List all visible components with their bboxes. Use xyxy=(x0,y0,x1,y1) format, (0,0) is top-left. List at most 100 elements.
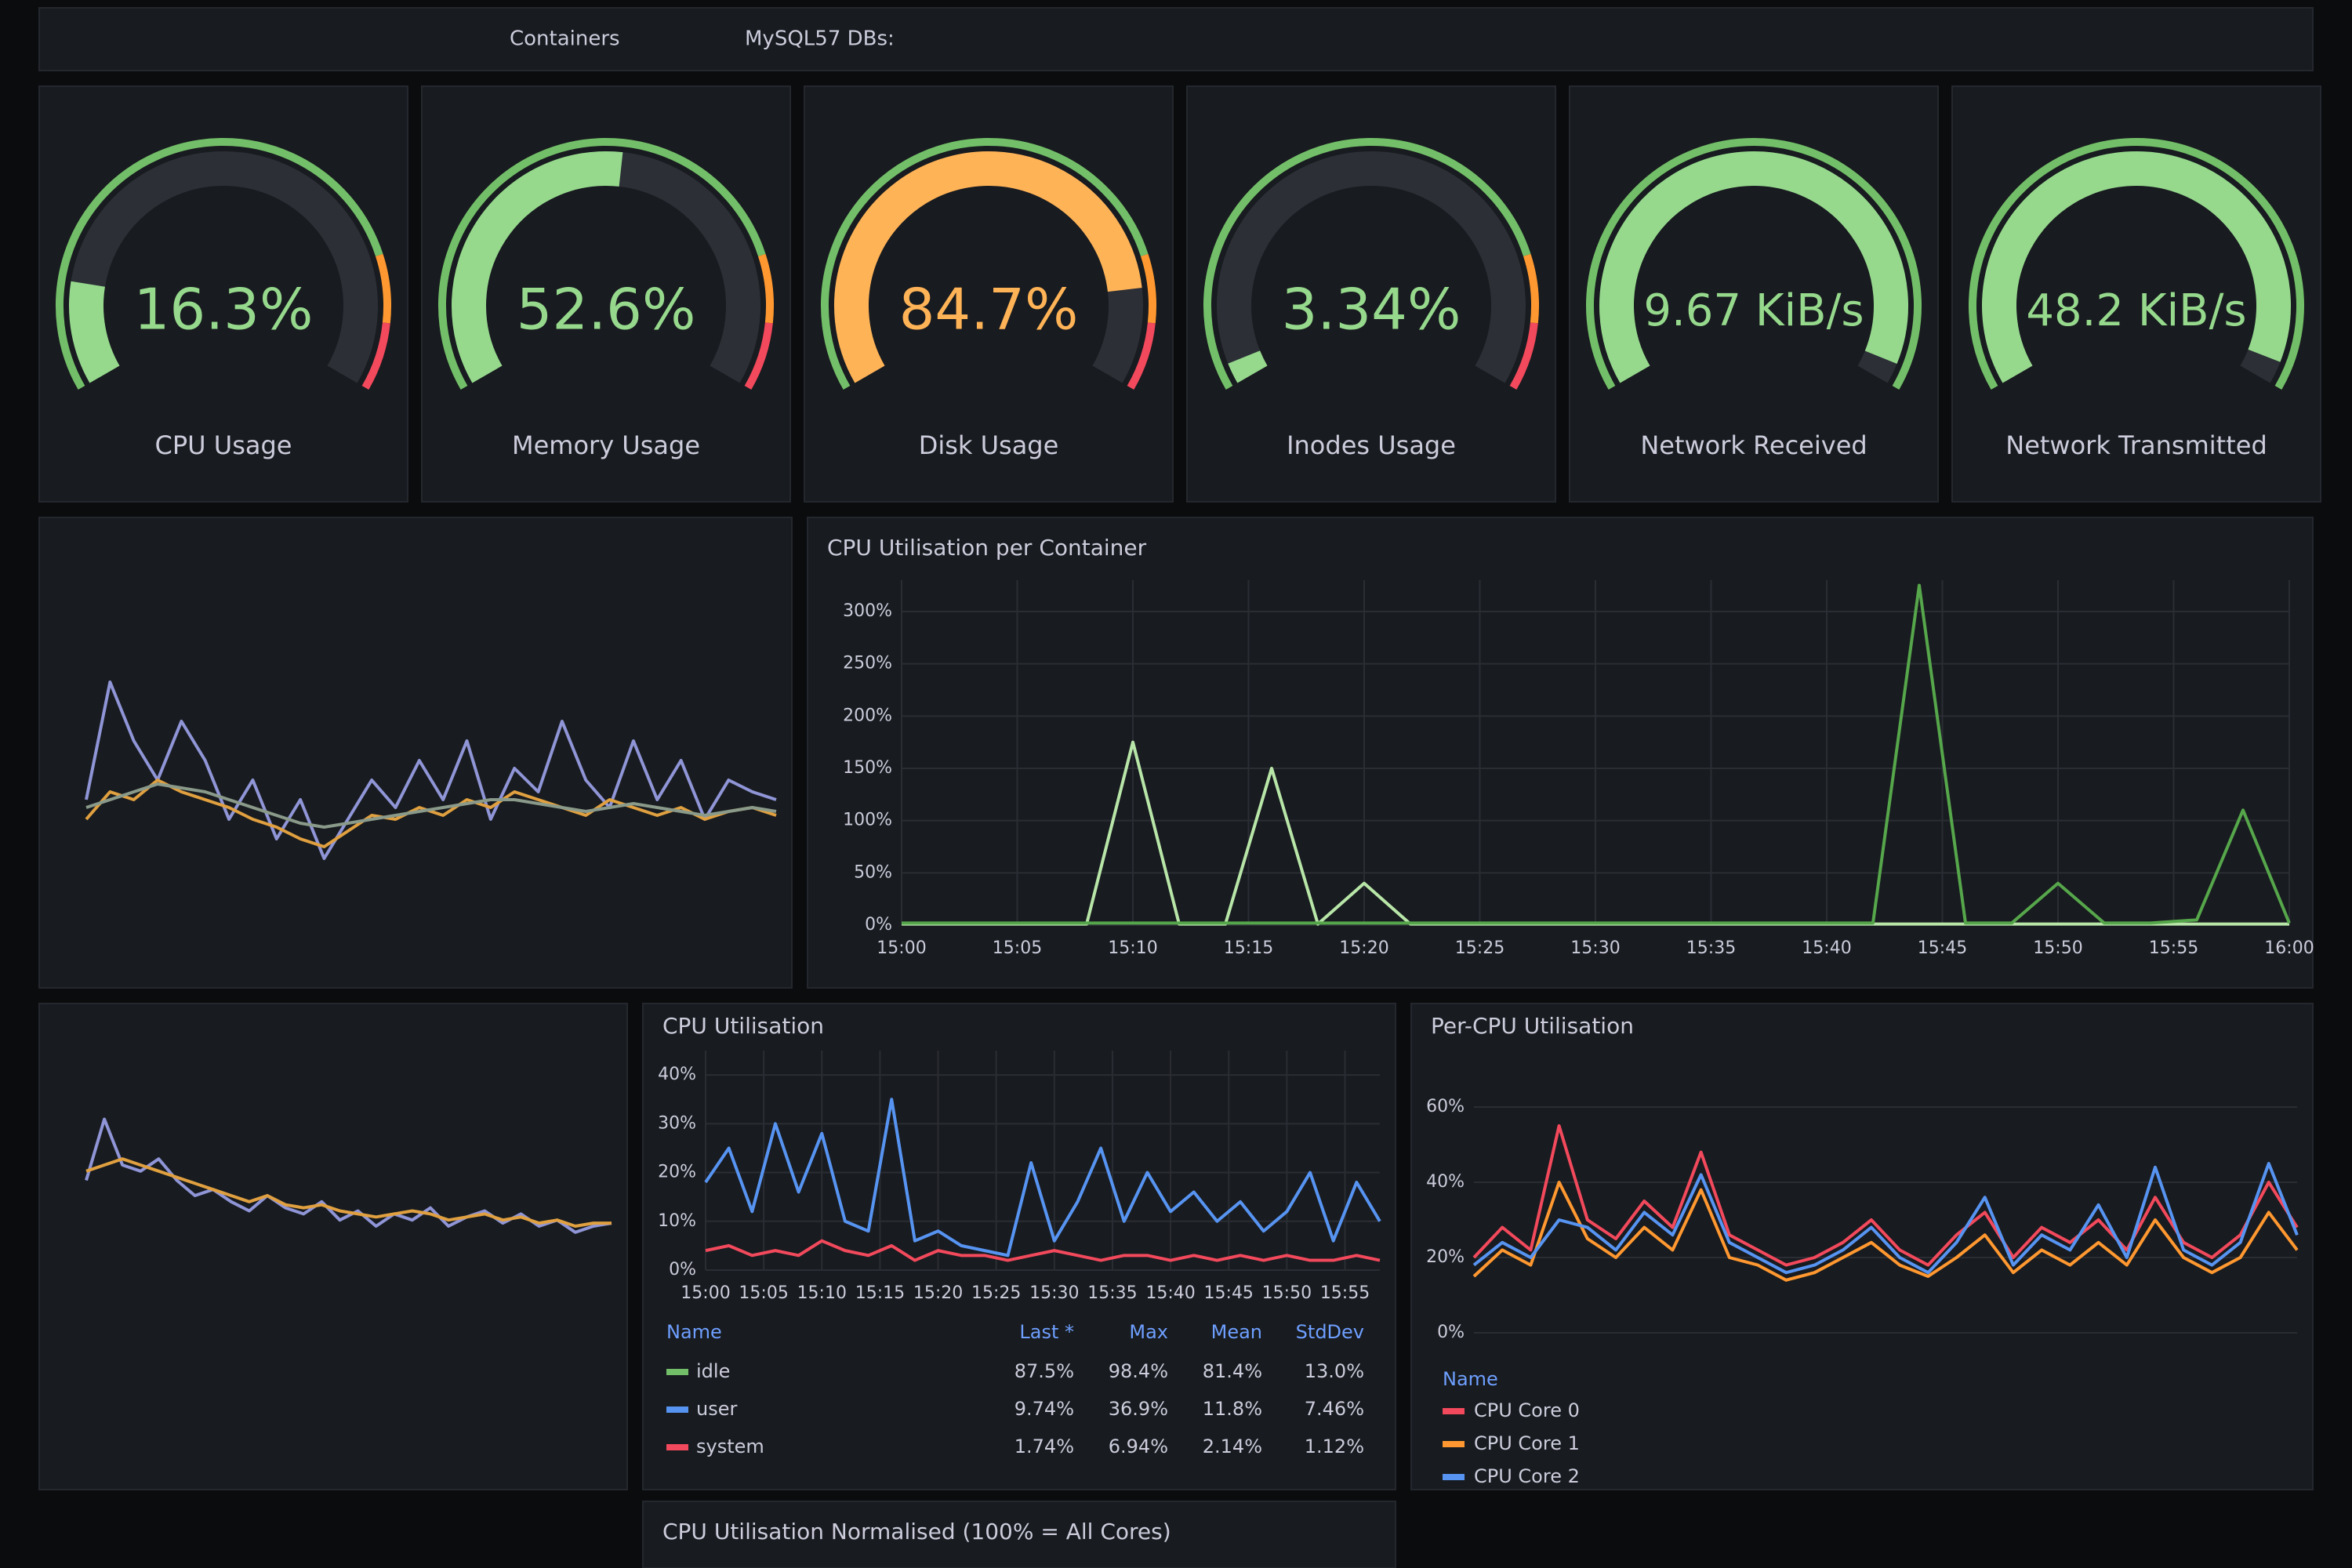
y-tick-label: 0% xyxy=(1437,1323,1465,1342)
legend-entry: CPU Core 1 xyxy=(1474,1432,1580,1454)
panel xyxy=(642,1003,1396,1490)
gauge-threshold xyxy=(758,253,774,324)
series-line xyxy=(1472,1181,2299,1282)
y-tick-label: 150% xyxy=(843,758,892,778)
gauge-threshold xyxy=(1523,253,1540,324)
table-header: Name xyxy=(666,1321,722,1343)
series-line xyxy=(85,779,777,848)
gauge-value: 9.67 KiB/s xyxy=(1643,285,1864,336)
x-tick-label: 15:15 xyxy=(855,1283,905,1303)
x-tick-label: 16:00 xyxy=(2264,938,2314,958)
gauge-label: Network Transmitted xyxy=(2005,430,2267,460)
x-tick-label: 15:10 xyxy=(797,1283,847,1303)
gauge-threshold xyxy=(438,138,766,390)
gauge-threshold xyxy=(1203,138,1531,390)
y-tick-label: 0% xyxy=(865,915,892,935)
top-bar xyxy=(38,7,2314,71)
series-line xyxy=(704,1098,1381,1258)
x-tick-label: 15:00 xyxy=(877,938,926,958)
legend-swatch xyxy=(666,1369,688,1375)
legend-header: Name xyxy=(1443,1368,1498,1390)
x-tick-label: 15:50 xyxy=(1262,1283,1312,1303)
y-tick-label: 100% xyxy=(843,811,892,830)
table-cell: 87.5% xyxy=(1014,1360,1074,1382)
legend-swatch xyxy=(666,1406,688,1413)
x-tick-label: 15:45 xyxy=(1918,938,1967,958)
x-tick-label: 15:35 xyxy=(1087,1283,1137,1303)
gauge-value-arc xyxy=(1599,151,1908,383)
panel xyxy=(642,1501,1396,1568)
gauge-value: 3.34% xyxy=(1282,277,1461,343)
legend-swatch xyxy=(1443,1441,1465,1447)
gauge-label: Network Received xyxy=(1640,430,1867,460)
legend-swatch xyxy=(1443,1474,1465,1480)
gauge-threshold xyxy=(361,322,390,390)
gauge-threshold xyxy=(56,138,383,390)
gauge-value-arc xyxy=(834,151,1142,383)
gauge-threshold xyxy=(1509,322,1538,390)
x-tick-label: 15:05 xyxy=(739,1283,788,1303)
series-line xyxy=(1472,1162,2299,1275)
table-cell: 13.0% xyxy=(1305,1360,1364,1382)
table-cell: 9.74% xyxy=(1014,1398,1074,1420)
table-cell: 81.4% xyxy=(1203,1360,1262,1382)
panel-title: CPU Utilisation Normalised (100% = All C… xyxy=(662,1519,1171,1544)
legend-entry: CPU Core 0 xyxy=(1474,1399,1580,1421)
x-tick-label: 15:40 xyxy=(1145,1283,1195,1303)
series-line xyxy=(85,681,777,860)
table-name: user xyxy=(696,1398,737,1420)
series-line xyxy=(902,583,2291,925)
x-tick-label: 15:40 xyxy=(1802,938,1851,958)
gauge-value-arc xyxy=(69,281,120,383)
gauge-threshold xyxy=(821,138,1149,390)
x-tick-label: 15:50 xyxy=(2033,938,2082,958)
y-tick-label: 40% xyxy=(658,1065,696,1084)
y-tick-label: 0% xyxy=(669,1260,696,1279)
x-tick-label: 15:20 xyxy=(913,1283,963,1303)
gauge-value: 52.6% xyxy=(517,277,696,343)
table-cell: 1.12% xyxy=(1305,1436,1364,1457)
series-line xyxy=(85,1157,612,1228)
y-tick-label: 300% xyxy=(843,601,892,621)
panel xyxy=(38,1003,628,1490)
gauge-value: 48.2 KiB/s xyxy=(2026,285,2246,336)
series-line xyxy=(705,1239,1381,1262)
x-tick-label: 15:55 xyxy=(2149,938,2198,958)
x-tick-label: 15:45 xyxy=(1204,1283,1254,1303)
gauge-threshold xyxy=(744,322,773,390)
table-header: Max xyxy=(1129,1321,1168,1343)
series-line xyxy=(1472,1124,2299,1267)
table-header: Mean xyxy=(1211,1321,1262,1343)
gauge-threshold xyxy=(1127,322,1156,390)
legend-entry: CPU Core 2 xyxy=(1474,1465,1580,1487)
gauge-label: CPU Usage xyxy=(155,430,292,460)
gauge-threshold xyxy=(1969,138,2304,390)
y-tick-label: 60% xyxy=(1426,1097,1465,1116)
y-tick-label: 20% xyxy=(658,1163,696,1182)
table-name: idle xyxy=(696,1360,730,1382)
x-tick-label: 15:35 xyxy=(1686,938,1736,958)
gauge-threshold xyxy=(376,253,391,324)
panel-title: CPU Utilisation xyxy=(662,1013,824,1039)
gauge-value-arc xyxy=(1228,350,1268,383)
series-line xyxy=(85,782,777,829)
table-cell: 1.74% xyxy=(1014,1436,1074,1457)
table-cell: 2.14% xyxy=(1203,1436,1262,1457)
x-tick-label: 15:30 xyxy=(1570,938,1620,958)
panel xyxy=(807,517,2314,989)
x-tick-label: 15:20 xyxy=(1339,938,1388,958)
gauge-label: Memory Usage xyxy=(512,430,700,460)
gauge-value: 16.3% xyxy=(134,277,314,343)
x-tick-label: 15:15 xyxy=(1224,938,1273,958)
containers-label: Containers xyxy=(510,27,620,51)
x-tick-label: 15:25 xyxy=(1455,938,1504,958)
panel xyxy=(38,517,793,989)
gauge-label: Inodes Usage xyxy=(1287,430,1456,460)
gauge-value: 84.7% xyxy=(899,277,1079,343)
gauge-threshold xyxy=(1586,138,1922,390)
legend-swatch xyxy=(1443,1408,1465,1414)
table-cell: 36.9% xyxy=(1109,1398,1168,1420)
table-cell: 7.46% xyxy=(1305,1398,1364,1420)
